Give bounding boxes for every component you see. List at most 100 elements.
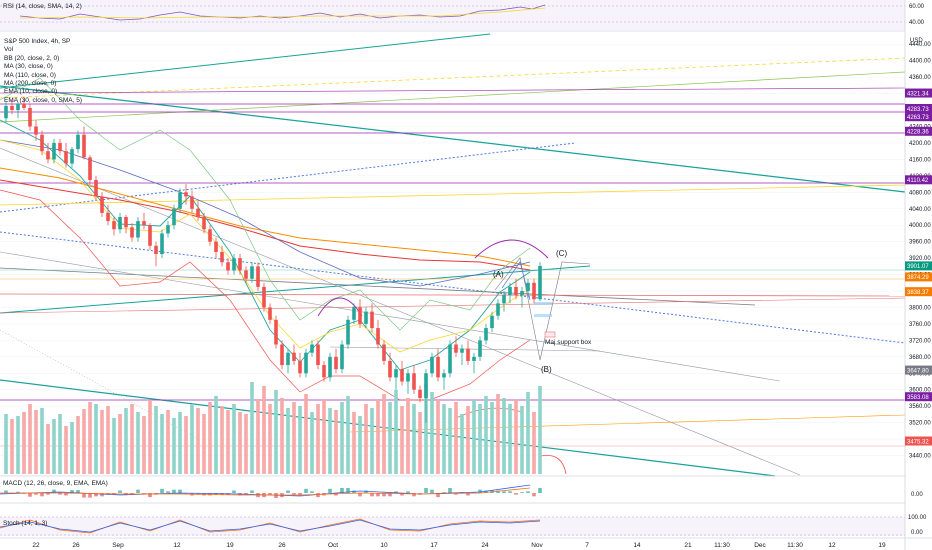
volume-bar: [136, 412, 140, 474]
macd-histogram-bar: [64, 493, 68, 496]
volume-bar: [274, 390, 278, 474]
volume-bar: [418, 412, 422, 474]
volume-bar: [226, 410, 230, 474]
y-tick-label: 4040.00: [909, 207, 931, 213]
y-tick-label: 3560.00: [909, 404, 931, 410]
candle-body: [232, 258, 236, 271]
volume-bar: [10, 419, 14, 474]
volume-bars: [4, 382, 542, 474]
macd-histogram-bar: [334, 493, 338, 496]
x-tick-label: 11:30: [787, 542, 803, 549]
volume-bar: [472, 400, 476, 474]
macd-histogram-bar: [532, 493, 536, 497]
price-tag-label: 3838.37: [907, 290, 929, 296]
candle-body: [136, 221, 140, 238]
volume-bar: [202, 414, 206, 474]
x-tick-label: 10: [380, 542, 388, 549]
rsi-ma-line: [19, 7, 546, 19]
macd-histogram-bar: [430, 489, 434, 493]
y-tick-label: 3800.00: [909, 305, 931, 311]
candle-body: [514, 286, 518, 296]
candle-body: [124, 216, 128, 228]
volume-bar: [148, 400, 152, 474]
volume-bar: [64, 426, 68, 474]
price-tag-label: 4110.42: [907, 178, 929, 184]
candle-body: [82, 134, 86, 158]
candle-body: [436, 356, 440, 378]
candle-body: [472, 356, 476, 361]
macd-histogram-bar: [526, 491, 530, 493]
macd-histogram-bar: [406, 491, 410, 493]
macd-legend: MACD (12, 26, close, 9, EMA, EMA): [3, 480, 108, 487]
candle-body: [406, 373, 410, 382]
volume-bar: [382, 394, 386, 474]
volume-bar: [292, 402, 296, 474]
volume-bar: [442, 404, 446, 474]
macd-histogram-bar: [58, 493, 62, 495]
macd-histogram-bar: [394, 491, 398, 493]
candle-body: [244, 270, 248, 279]
volume-bar: [466, 406, 470, 474]
volume-bar: [214, 396, 218, 474]
volume-bar: [196, 408, 200, 474]
candle-body: [226, 262, 230, 271]
y-tick-label: 4000.00: [909, 223, 931, 229]
candle-body: [316, 344, 320, 366]
candle-body: [112, 221, 116, 230]
macd-histogram-bar: [34, 493, 38, 495]
macd-histogram-bar: [316, 493, 320, 498]
candlesticks: [4, 97, 542, 423]
legend-vol: Vol: [4, 46, 14, 54]
volume-bar: [310, 412, 314, 474]
candle-body: [52, 142, 56, 160]
candle-body: [28, 107, 32, 127]
volume-bar: [322, 400, 326, 474]
volume-bar: [520, 406, 524, 474]
macd-histogram-bar: [358, 493, 362, 497]
macd-histogram-bar: [172, 489, 176, 493]
candle-body: [508, 286, 512, 296]
rsi-line: [19, 4, 546, 21]
y-tick-label: 4200.00: [909, 141, 931, 147]
volume-bar: [268, 404, 272, 474]
volume-bar: [262, 386, 266, 474]
legend-ema30: EMA (30, close, 0, SMA, 5): [4, 96, 83, 104]
volume-bar: [22, 412, 26, 474]
y-tick-label: 4080.00: [909, 190, 931, 196]
candle-body: [202, 216, 206, 230]
y-tick-label: 4440.00: [909, 42, 931, 48]
price-tag: [905, 436, 932, 446]
macd-histogram-bar: [160, 488, 164, 493]
x-tick-label: 12: [173, 542, 181, 549]
price-tag: [905, 175, 932, 185]
candle-body: [280, 344, 284, 366]
candle-body: [430, 356, 434, 374]
price-tag-label: 3475.32: [907, 439, 929, 445]
candle-body: [496, 303, 500, 316]
candle-body: [424, 373, 428, 398]
macd-histogram-bar: [136, 489, 140, 493]
candle-body: [376, 328, 380, 345]
candle-body: [484, 328, 488, 341]
volume-bar: [454, 402, 458, 474]
candle-body: [46, 151, 50, 160]
candle-body: [148, 225, 152, 246]
volume-bar: [28, 404, 32, 474]
volume-bar: [436, 400, 440, 474]
price-tag-label: 3647.80: [907, 368, 929, 374]
volume-bar: [112, 418, 116, 474]
candle-body: [292, 352, 296, 361]
candle-body: [454, 344, 458, 353]
price-axis[interactable]: USD 4440.004400.004360.004320.004280.004…: [904, 0, 932, 550]
candle-body: [322, 365, 326, 378]
macd-histogram-bar: [346, 488, 350, 493]
drawing-lines: [0, 33, 906, 477]
volume-bar: [238, 412, 242, 474]
macd-histogram-bar: [286, 490, 290, 493]
macd-histogram-bar: [52, 489, 56, 493]
time-axis[interactable]: 22 26 Sep 12 19 26 Oct 10 17 24 Nov 7 14 21 11:30 Dec 11…: [0, 537, 932, 549]
rsi-legend: RSI (14, close, SMA, 14, 2): [3, 3, 82, 10]
volume-bar: [460, 414, 464, 474]
volume-bar: [40, 408, 44, 474]
